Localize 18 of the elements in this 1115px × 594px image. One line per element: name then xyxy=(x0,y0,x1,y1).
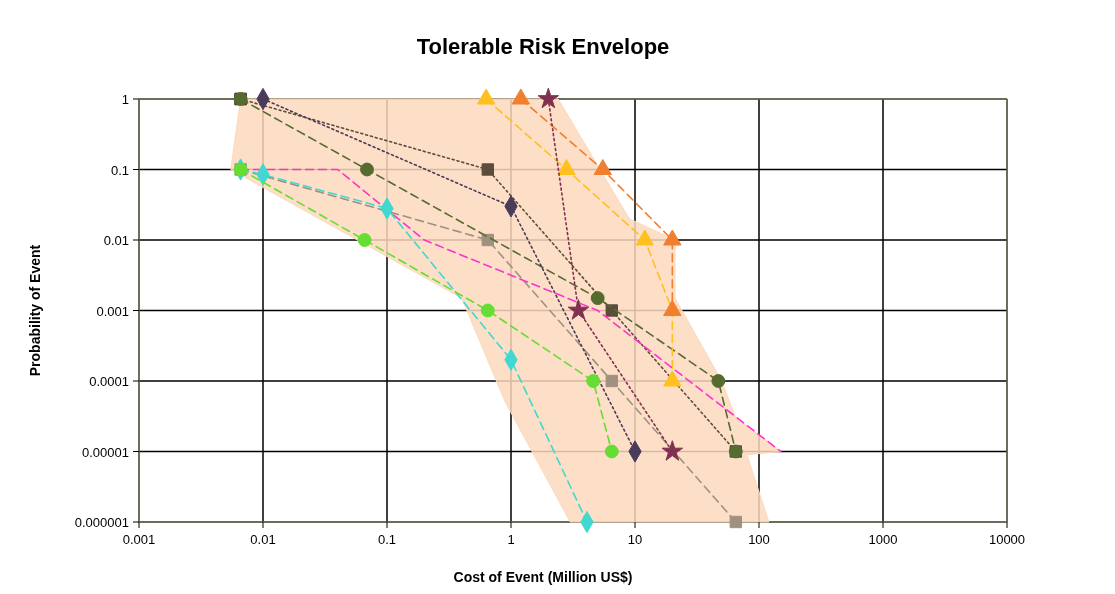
y-tick-label: 1 xyxy=(121,92,129,107)
y-tick-label: 0.01 xyxy=(103,233,129,248)
x-tick-label: 0.1 xyxy=(377,532,397,547)
x-tick-label: 10000 xyxy=(988,532,1026,547)
x-tick-label: 0.01 xyxy=(250,532,276,547)
chart-title: Tolerable Risk Envelope xyxy=(416,34,670,59)
x-axis-title: Cost of Event (Million US$) xyxy=(453,569,633,585)
x-tick-label: 100 xyxy=(748,532,770,547)
x-tick-label: 1 xyxy=(507,532,515,547)
y-tick-label: 0.00001 xyxy=(82,444,129,460)
y-axis-title: Probability of Event xyxy=(27,244,43,377)
y-tick-label: 0.1 xyxy=(110,162,129,178)
x-tick-label: 0.001 xyxy=(122,532,156,547)
x-tick-label: 1000 xyxy=(868,532,898,547)
x-tick-label: 10 xyxy=(627,532,643,547)
y-tick-label: 0.001 xyxy=(96,303,129,319)
y-tick-label: 0.000001 xyxy=(74,515,129,530)
y-tick-label: 0.0001 xyxy=(89,374,129,389)
